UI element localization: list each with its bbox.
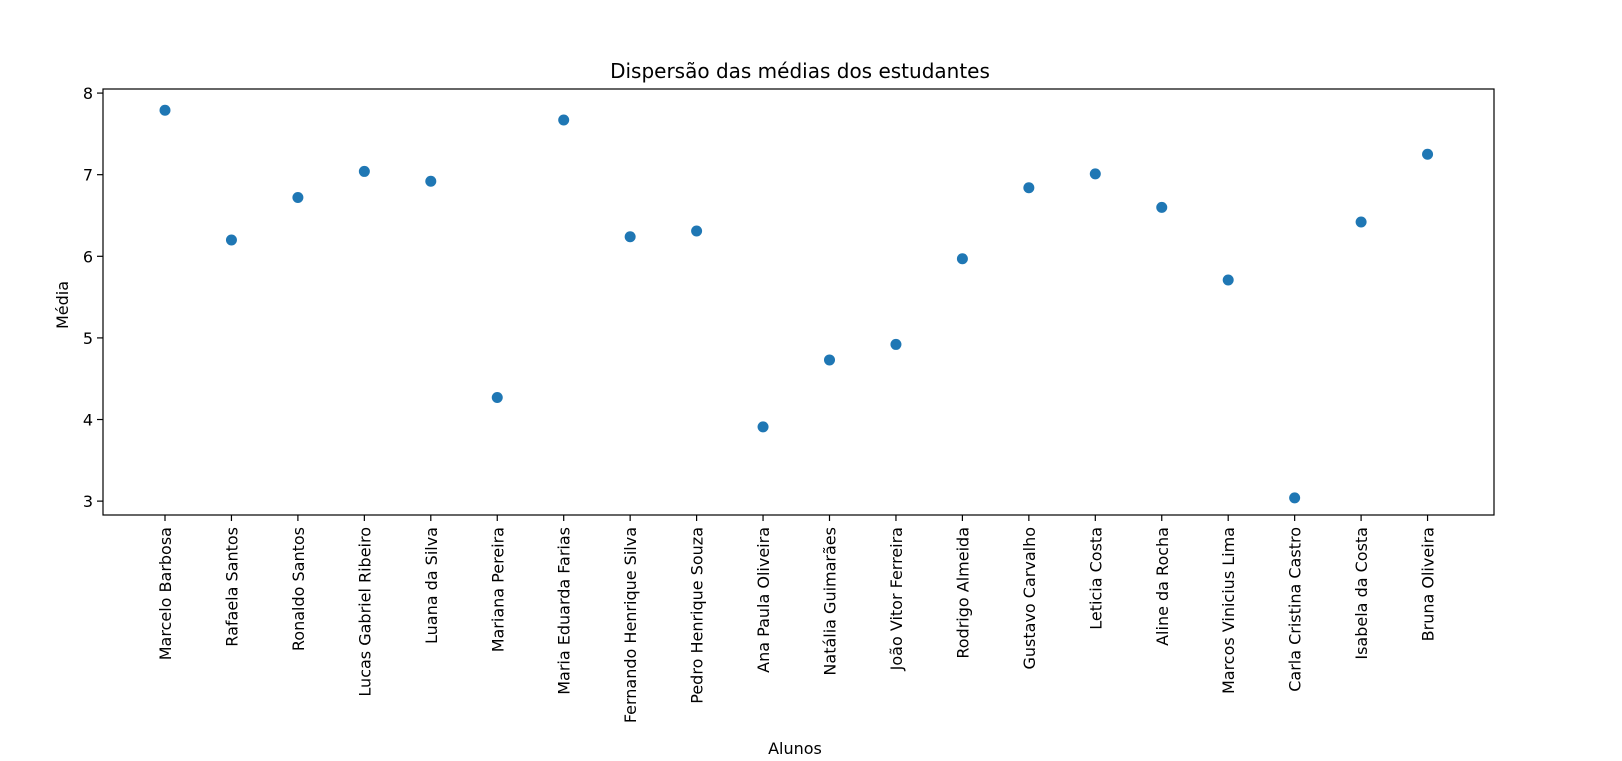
x-tick-label: Natália Guimarães: [821, 527, 840, 676]
x-tick-label: João Vitor Ferreira: [887, 527, 906, 671]
data-point: [1156, 201, 1168, 213]
x-tick-label: Isabela da Costa: [1352, 527, 1371, 660]
data-point: [1089, 168, 1101, 180]
data-point: [624, 231, 636, 243]
data-point: [491, 391, 503, 403]
x-tick-label: Rafaela Santos: [222, 527, 241, 647]
y-tick-label: 3: [83, 492, 93, 511]
x-tick-label: Rodrigo Almeida: [953, 527, 972, 659]
x-tick-label: Ronaldo Santos: [289, 527, 308, 651]
y-tick-label: 4: [83, 411, 93, 430]
x-tick-label: Marcelo Barbosa: [156, 527, 175, 660]
chart-title: Dispersão das médias dos estudantes: [610, 59, 990, 83]
data-point: [824, 354, 835, 366]
data-point: [358, 165, 370, 177]
y-tick-label: 7: [83, 166, 93, 185]
data-point: [890, 338, 902, 350]
x-tick-label: Lucas Gabriel Ribeiro: [355, 527, 374, 697]
y-tick-label: 5: [83, 329, 93, 348]
data-point: [691, 225, 703, 237]
data-point: [225, 234, 237, 246]
x-tick-label: Luana da Silva: [422, 527, 441, 644]
data-point: [1289, 492, 1301, 504]
x-tick-label: Marcos Vinicius Lima: [1219, 527, 1238, 694]
x-tick-label: Carla Cristina Castro: [1286, 527, 1305, 692]
x-tick-label: Leticia Costa: [1086, 527, 1105, 630]
x-tick-label: Bruna Oliveira: [1419, 527, 1438, 641]
data-point: [1222, 274, 1234, 286]
data-point: [1422, 148, 1434, 160]
x-tick-label: Maria Eduarda Farias: [555, 527, 574, 695]
data-point: [757, 421, 769, 433]
x-tick-label: Aline da Rocha: [1153, 527, 1172, 646]
data-point: [1355, 216, 1367, 228]
x-axis-label: Alunos: [768, 739, 822, 758]
x-tick-label: Mariana Pereira: [488, 527, 507, 652]
data-point: [1023, 182, 1035, 194]
data-points: [159, 104, 1434, 504]
y-tick-label: 8: [83, 84, 93, 103]
data-point: [159, 104, 171, 116]
y-axis-ticks: 3 4 5 6 7 8: [83, 84, 103, 511]
x-tick-label: Fernando Henrique Silva: [621, 527, 640, 723]
x-tick-label: Pedro Henrique Souza: [688, 527, 707, 704]
data-point: [292, 192, 304, 204]
x-tick-label: Ana Paula Oliveira: [754, 527, 773, 673]
data-point: [956, 253, 968, 265]
y-tick-label: 6: [83, 247, 93, 266]
x-axis-ticks: Marcelo Barbosa Rafaela Santos Ronaldo San…: [156, 515, 1438, 723]
plot-frame: [102, 88, 1495, 516]
y-axis-label: Média: [53, 281, 72, 329]
data-point: [425, 175, 437, 187]
x-tick-label: Gustavo Carvalho: [1020, 527, 1039, 670]
data-point: [558, 114, 570, 126]
